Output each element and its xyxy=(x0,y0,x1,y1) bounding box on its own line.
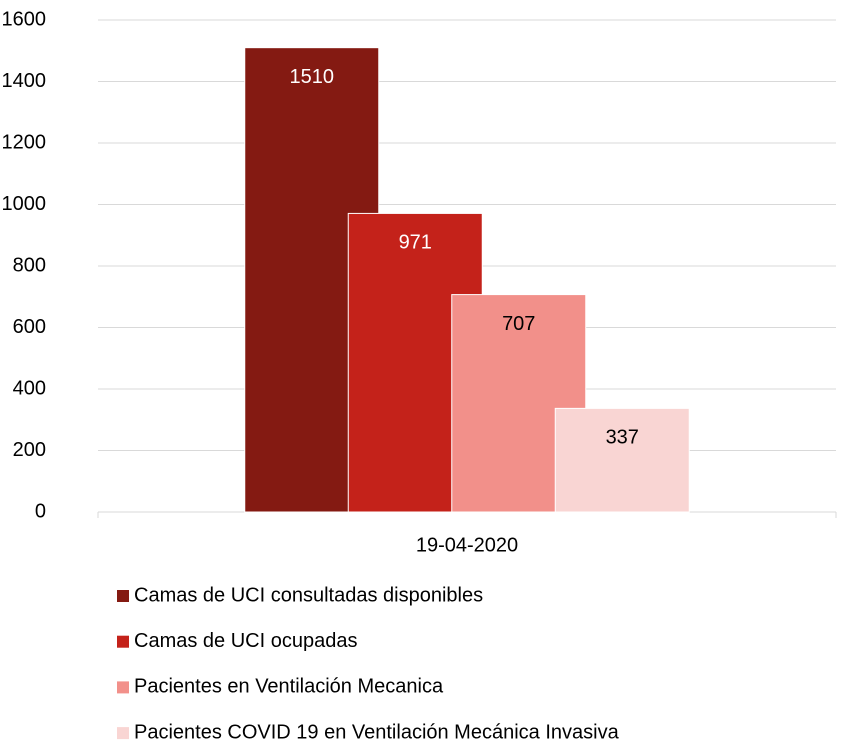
y-tick-label: 1200 xyxy=(2,131,47,153)
legend-label: Pacientes en Ventilación Mecanica xyxy=(134,676,444,698)
y-tick-label: 400 xyxy=(13,377,46,399)
y-tick-label: 1000 xyxy=(2,193,47,215)
legend-swatch xyxy=(117,635,129,648)
y-tick-label: 0 xyxy=(35,500,46,522)
x-tick-label: 19-04-2020 xyxy=(416,534,518,556)
data-label: 971 xyxy=(399,232,432,254)
data-label: 1510 xyxy=(290,66,335,88)
legend-swatch xyxy=(117,681,129,694)
y-tick-label: 600 xyxy=(13,316,46,338)
legend-label: Pacientes COVID 19 en Ventilación Mecáni… xyxy=(134,721,620,743)
data-label: 337 xyxy=(606,427,639,449)
legend-label: Camas de UCI ocupadas xyxy=(134,630,357,652)
y-tick-label: 1600 xyxy=(2,8,47,30)
legend-label: Camas de UCI consultadas disponibles xyxy=(134,584,483,606)
bar xyxy=(554,407,690,513)
legend-swatch xyxy=(117,727,129,740)
y-tick-label: 1400 xyxy=(2,70,47,92)
legend-swatch xyxy=(117,590,129,602)
data-label: 707 xyxy=(502,313,535,335)
y-tick-label: 200 xyxy=(13,439,46,461)
y-tick-label: 800 xyxy=(13,254,46,276)
